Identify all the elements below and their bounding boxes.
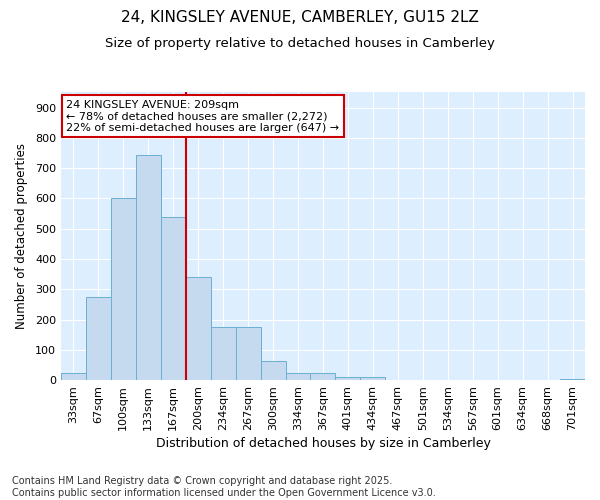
- Bar: [286, 372, 310, 380]
- Text: Size of property relative to detached houses in Camberley: Size of property relative to detached ho…: [105, 38, 495, 51]
- Y-axis label: Number of detached properties: Number of detached properties: [15, 144, 28, 330]
- Text: 24 KINGSLEY AVENUE: 209sqm
← 78% of detached houses are smaller (2,272)
22% of s: 24 KINGSLEY AVENUE: 209sqm ← 78% of deta…: [66, 100, 339, 133]
- Text: Contains HM Land Registry data © Crown copyright and database right 2025.
Contai: Contains HM Land Registry data © Crown c…: [12, 476, 436, 498]
- Bar: [136, 154, 161, 380]
- Bar: [161, 216, 186, 380]
- Text: 24, KINGSLEY AVENUE, CAMBERLEY, GU15 2LZ: 24, KINGSLEY AVENUE, CAMBERLEY, GU15 2LZ: [121, 10, 479, 25]
- X-axis label: Distribution of detached houses by size in Camberley: Distribution of detached houses by size …: [155, 437, 490, 450]
- Bar: [236, 327, 260, 380]
- Bar: [86, 297, 111, 380]
- Bar: [335, 377, 361, 380]
- Bar: [361, 377, 385, 380]
- Bar: [61, 372, 86, 380]
- Bar: [211, 327, 236, 380]
- Bar: [111, 198, 136, 380]
- Bar: [560, 378, 585, 380]
- Bar: [260, 360, 286, 380]
- Bar: [186, 277, 211, 380]
- Bar: [310, 372, 335, 380]
